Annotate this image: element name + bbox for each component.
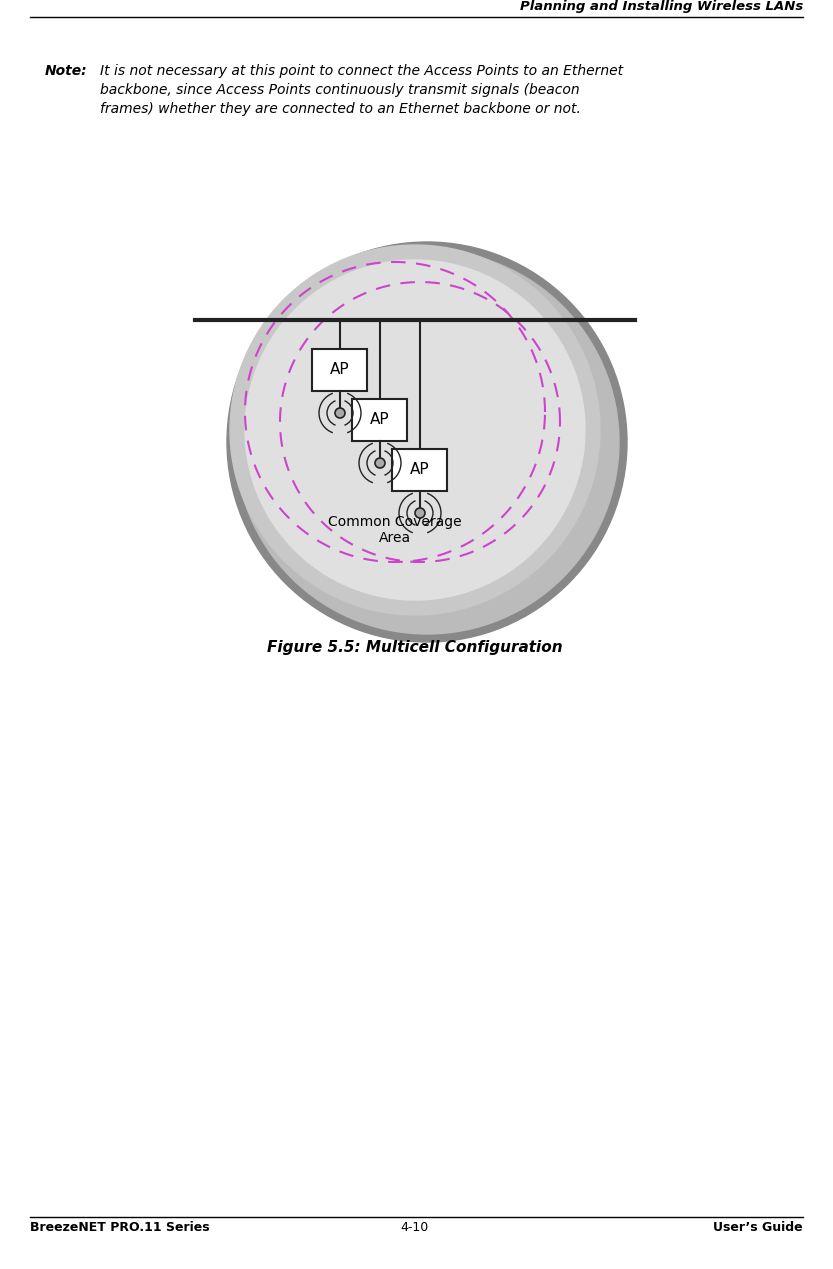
FancyBboxPatch shape <box>352 398 407 442</box>
Text: frames) whether they are connected to an Ethernet backbone or not.: frames) whether they are connected to an… <box>100 102 581 115</box>
Text: BreezeNET PRO.11 Series: BreezeNET PRO.11 Series <box>30 1221 210 1233</box>
Text: backbone, since Access Points continuously transmit signals (beacon: backbone, since Access Points continuous… <box>100 82 580 96</box>
Text: It is not necessary at this point to connect the Access Points to an Ethernet: It is not necessary at this point to con… <box>100 63 623 77</box>
Circle shape <box>335 409 345 418</box>
FancyBboxPatch shape <box>312 349 367 391</box>
Text: Figure 5.5: Multicell Configuration: Figure 5.5: Multicell Configuration <box>267 640 563 655</box>
FancyBboxPatch shape <box>392 449 447 491</box>
Circle shape <box>235 250 619 634</box>
Circle shape <box>245 260 585 600</box>
Text: 4-10: 4-10 <box>401 1221 429 1233</box>
Text: AP: AP <box>410 462 430 477</box>
Circle shape <box>375 458 385 468</box>
Circle shape <box>415 508 425 518</box>
Text: Planning and Installing Wireless LANs: Planning and Installing Wireless LANs <box>520 0 803 13</box>
Text: User’s Guide: User’s Guide <box>713 1221 803 1233</box>
Text: AP: AP <box>330 363 350 377</box>
Circle shape <box>227 242 627 642</box>
Circle shape <box>230 245 600 615</box>
Text: AP: AP <box>370 412 390 428</box>
Text: Note:: Note: <box>45 63 87 77</box>
Text: Common Coverage
Area: Common Coverage Area <box>328 515 461 546</box>
